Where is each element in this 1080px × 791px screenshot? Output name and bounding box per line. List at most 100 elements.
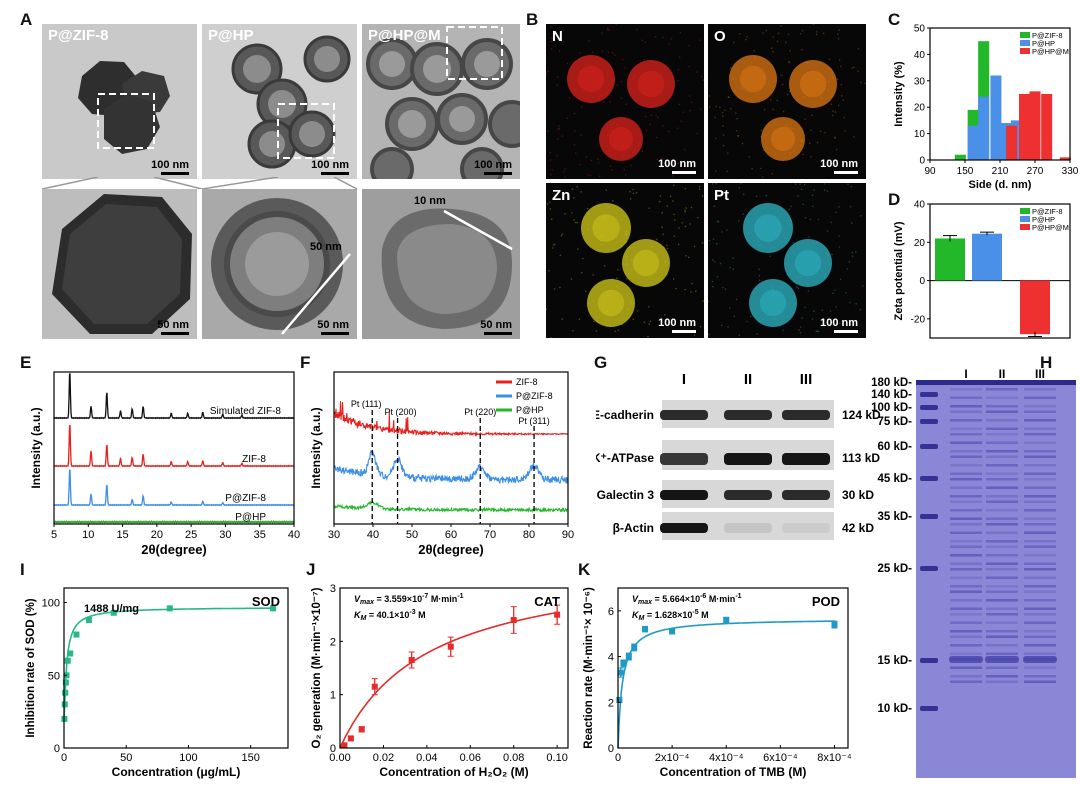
eds-noise-dot	[690, 101, 693, 104]
protein-band	[986, 441, 1018, 444]
marker-label: 60 kD-	[877, 441, 912, 453]
eds-noise-dot	[724, 288, 727, 290]
protein-band	[986, 568, 1018, 571]
eds-noise-dot	[815, 31, 818, 33]
protein-band	[1024, 675, 1056, 678]
eds-noise-dot	[801, 317, 803, 319]
protein-band	[986, 531, 1018, 534]
protein-band	[986, 554, 1018, 557]
x-axis-label: 2θ(degree)	[141, 542, 207, 557]
protein-band	[1024, 554, 1056, 557]
data-point	[73, 631, 80, 638]
eds-noise-dot	[648, 306, 650, 308]
eds-noise-dot	[735, 112, 737, 114]
protein-band	[1024, 540, 1056, 543]
eds-noise-dot	[711, 280, 714, 283]
eds-noise-dot	[758, 268, 760, 271]
eds-noise-dot	[801, 29, 804, 32]
eds-noise-dot	[666, 244, 668, 247]
eds-noise-dot	[714, 137, 717, 140]
eds-particle-core	[754, 214, 782, 242]
marker-band	[920, 419, 938, 424]
eds-noise-dot	[667, 130, 670, 133]
protein-band	[986, 540, 1018, 543]
protein-band	[950, 450, 982, 453]
eds-noise-dot	[831, 114, 834, 117]
eds-noise-dot	[809, 129, 812, 132]
annotation-km: KM = 40.1×10-3 M	[354, 609, 426, 622]
eds-noise-dot	[693, 245, 696, 248]
molecular-weight-label: 113 kD	[842, 451, 880, 465]
tem-p-hp-m-bottom: 10 nm 50 nm	[362, 189, 520, 339]
eds-noise-dot	[840, 65, 842, 68]
eds-noise-dot	[546, 130, 549, 132]
y-tick-label: 0	[919, 276, 925, 287]
eds-noise-dot	[708, 300, 710, 303]
protein-band	[1024, 396, 1056, 399]
eds-noise-dot	[816, 141, 819, 144]
panel-label-c: C	[888, 10, 901, 29]
x-tick-label: 25	[185, 529, 197, 541]
eds-noise-dot	[655, 114, 657, 117]
eds-noise-dot	[831, 253, 833, 256]
eds-noise-dot	[549, 159, 552, 161]
eds-noise-dot	[578, 318, 581, 320]
eds-noise-dot	[765, 29, 768, 32]
eds-noise-dot	[721, 111, 724, 114]
eds-particle-core	[759, 289, 787, 317]
data-point	[620, 660, 627, 667]
x-tick-label: 0.06	[460, 752, 481, 764]
eds-noise-dot	[770, 47, 773, 49]
protein-band	[1024, 590, 1056, 593]
protein-band	[986, 388, 1018, 391]
eds-noise-dot	[776, 99, 779, 102]
eds-noise-dot	[782, 110, 785, 113]
eds-noise-dot	[732, 268, 735, 270]
eds-noise-dot	[687, 256, 690, 259]
eds-noise-dot	[708, 333, 710, 336]
protein-band	[950, 652, 982, 655]
x-tick-label: 35	[254, 529, 266, 541]
data-point	[347, 735, 354, 742]
eds-particle	[622, 239, 670, 287]
eds-noise-dot	[688, 95, 691, 97]
y-tick-label: 3	[330, 583, 336, 595]
annotation-unit: M·min	[706, 594, 735, 604]
protein-band	[986, 607, 1018, 610]
eds-noise-dot	[601, 50, 603, 52]
eds-noise-dot	[624, 174, 627, 176]
eds-noise-dot	[591, 51, 594, 53]
protein-band	[1024, 621, 1056, 624]
eds-noise-dot	[685, 254, 687, 257]
protein-band	[1024, 523, 1056, 526]
eds-noise-dot	[641, 39, 643, 41]
scale-bar-text: 50 nm	[157, 319, 189, 331]
eds-noise-dot	[838, 322, 841, 325]
annotation-symbol: K	[354, 610, 362, 620]
protein-band	[1024, 652, 1056, 655]
marker-band	[920, 514, 938, 519]
protein-band	[950, 644, 982, 647]
eds-noise-dot	[612, 199, 614, 202]
eds-particle-core	[770, 126, 796, 152]
bar	[935, 238, 965, 281]
eds-scale-bar: 100 nm	[658, 158, 696, 174]
data-point	[358, 726, 365, 733]
eds-scale-bar: 100 nm	[820, 317, 858, 333]
protein-band	[950, 509, 982, 512]
protein-band	[986, 666, 1018, 669]
protein-band	[1024, 613, 1056, 616]
scale-bar-bottom-3: 50 nm	[480, 319, 512, 335]
x-tick-label: 60	[445, 529, 457, 541]
protein-band	[1024, 433, 1056, 436]
eds-particle	[784, 239, 832, 287]
eds-noise-dot	[727, 96, 730, 98]
eds-noise-dot	[810, 155, 812, 158]
eds-noise-dot	[804, 306, 806, 309]
eds-noise-dot	[760, 129, 763, 132]
eds-noise-dot	[801, 48, 803, 51]
eds-noise-dot	[611, 52, 614, 54]
eds-noise-dot	[720, 324, 723, 327]
eds-noise-dot	[802, 203, 804, 206]
eds-particle-core	[799, 70, 827, 98]
